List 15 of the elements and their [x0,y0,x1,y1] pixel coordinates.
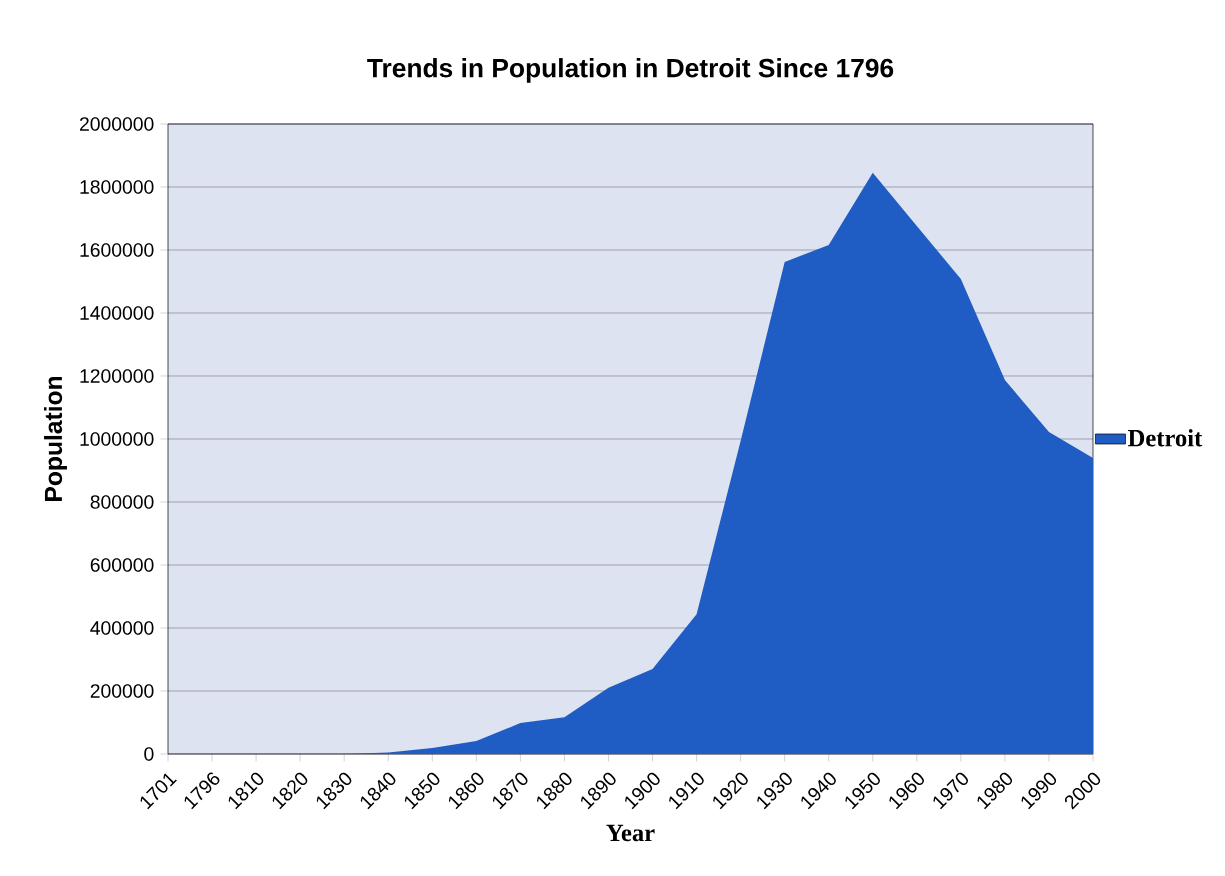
y-tick-label: 1400000 [80,306,154,320]
y-tick-label: 1600000 [80,243,154,257]
y-tick-label: 1800000 [80,180,154,194]
legend-label: Detroit [1128,429,1203,447]
y-tick-label: 1200000 [80,369,154,383]
y-tick-label: 200000 [90,684,154,698]
y-tick-label: 2000000 [80,117,154,131]
y-tick-label: 0 [144,747,154,761]
chart-title: Trends in Population in Detroit Since 1796 [367,58,894,83]
y-tick-label: 800000 [90,495,154,509]
y-tick-label: 400000 [90,621,154,635]
y-tick-label: 1000000 [80,432,154,446]
y-tick-label: 600000 [90,558,154,572]
y-axis-title: Population [44,376,67,501]
x-axis-title: Year [606,824,655,842]
